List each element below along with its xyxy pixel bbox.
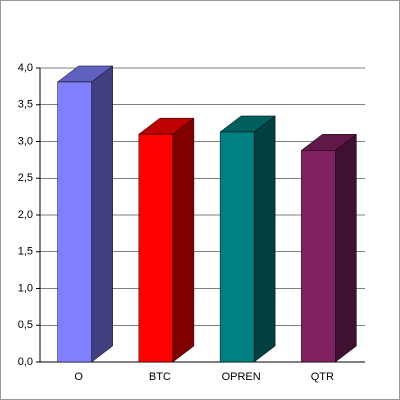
x-tick-label: QTR [311, 371, 334, 383]
y-tick-label: 3,5 [18, 99, 33, 111]
bar-side [91, 65, 113, 363]
bar [301, 150, 336, 363]
bar [57, 81, 92, 363]
y-tick-label: 2,0 [18, 209, 33, 221]
bar [138, 133, 174, 363]
bar-side [172, 117, 195, 363]
bar-side [253, 115, 276, 363]
y-tick-label: 0,5 [18, 319, 33, 331]
y-tick-label: 2,5 [18, 172, 33, 184]
x-tick-label: O [74, 371, 83, 383]
x-tick-label: BTC [149, 371, 171, 383]
y-tick-label: 3,0 [18, 135, 33, 147]
bar-side [335, 133, 357, 363]
y-tick-label: 1,0 [18, 282, 33, 294]
x-tick-label: OPREN [222, 371, 261, 383]
y-tick-label: 0,0 [18, 356, 33, 368]
bar [219, 131, 255, 363]
y-tick-label: 1,5 [18, 246, 33, 258]
y-tick-label: 4,0 [18, 62, 33, 74]
